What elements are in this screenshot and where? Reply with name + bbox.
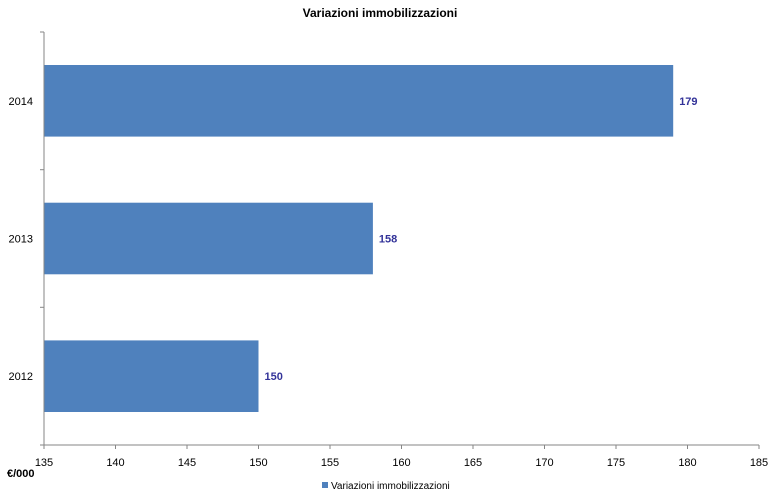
- x-tick-label: 140: [106, 457, 124, 469]
- chart-title: Variazioni immobilizzazioni: [303, 6, 458, 20]
- data-label-2012: 150: [265, 371, 283, 383]
- legend: Variazioni immobilizzazioni: [322, 481, 450, 492]
- bars-layer: [44, 65, 674, 412]
- legend-label: Variazioni immobilizzazioni: [331, 481, 450, 492]
- bar-2013: [44, 202, 373, 275]
- x-tick-label: 165: [464, 457, 482, 469]
- x-tick-label: 170: [535, 457, 553, 469]
- data-labels: 179 158 150: [265, 96, 698, 383]
- y-tick-label-2012: 2012: [9, 371, 33, 383]
- x-tick-label: 155: [321, 457, 339, 469]
- y-axis-ticks: 2014 2013 2012: [9, 31, 44, 446]
- legend-swatch: [322, 482, 328, 488]
- x-tick-label: 180: [678, 457, 696, 469]
- bar-2014: [44, 65, 674, 137]
- x-tick-label: 145: [178, 457, 196, 469]
- bar-2012: [44, 340, 259, 412]
- y-tick-label-2014: 2014: [9, 96, 33, 108]
- x-axis-unit-label: €/000: [7, 468, 35, 480]
- x-tick-label: 135: [35, 457, 53, 469]
- x-axis-ticks: 135 140 145 150 155 160 165 170 175 180 185: [35, 445, 768, 469]
- x-tick-label: 185: [750, 457, 768, 469]
- x-tick-label: 150: [249, 457, 267, 469]
- x-tick-label: 175: [607, 457, 625, 469]
- data-label-2014: 179: [679, 96, 697, 108]
- data-label-2013: 158: [379, 234, 397, 246]
- x-tick-label: 160: [392, 457, 410, 469]
- y-tick-label-2013: 2013: [9, 234, 33, 246]
